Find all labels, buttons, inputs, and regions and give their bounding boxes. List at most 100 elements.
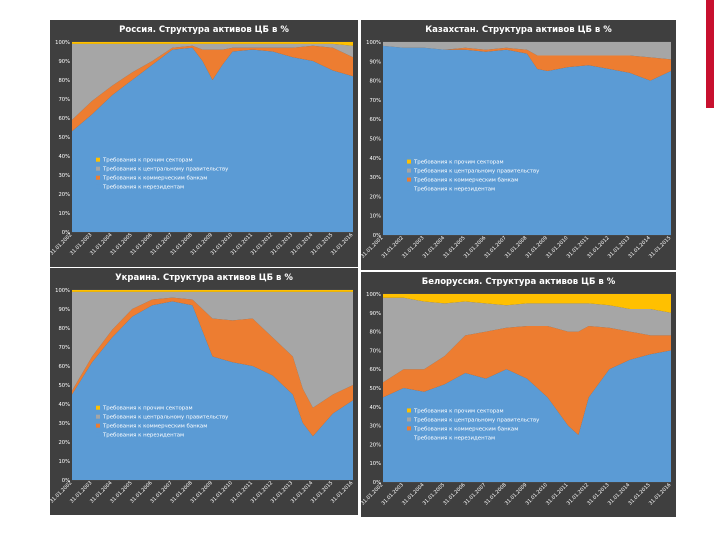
legend-swatch xyxy=(96,184,100,189)
chart-panel-ukraine: Украина. Структура активов ЦБ в % 0% 10% 20… xyxy=(50,268,358,515)
chart-svg: Белоруссия. Структура активов ЦБ в % 0% 10… xyxy=(361,277,672,507)
chart-svg: Украина. Структура активов ЦБ в % 0% 10% 20… xyxy=(50,273,354,505)
chart-svg: Россия. Структура активов ЦБ в % 0% 10% 20%… xyxy=(50,25,354,257)
y-tick-label: 60% xyxy=(58,364,70,370)
area-banks xyxy=(383,326,671,435)
chart-title: Украина. Структура активов ЦБ в % xyxy=(115,273,293,283)
y-tick-label: 10% xyxy=(58,459,70,465)
x-tick-label: 31.01.2015 xyxy=(648,235,672,259)
legend-label: Требования к прочим секторам xyxy=(413,160,504,166)
area-government xyxy=(383,297,671,383)
chart-panel-kazakhstan: Казахстан. Структура активов ЦБ в % 0% 10%… xyxy=(361,20,676,270)
legend-label: Требования к коммерческим банкам xyxy=(413,178,518,184)
legend-label: Требования к коммерческим банкам xyxy=(413,426,518,432)
area-nonresidents xyxy=(383,350,671,482)
slide-accent-bar xyxy=(706,0,714,108)
y-tick-label: 50% xyxy=(58,383,70,389)
legend-label: Требования к коммерческим банкам xyxy=(102,176,207,182)
legend-swatch xyxy=(407,408,411,413)
area-government xyxy=(383,42,671,60)
y-tick-label: 70% xyxy=(369,98,381,104)
legend-swatch xyxy=(407,417,411,422)
chart-title: Россия. Структура активов ЦБ в % xyxy=(119,25,289,35)
legend-label: Требования к прочим секторам xyxy=(102,406,193,412)
chart-title: Казахстан. Структура активов ЦБ в % xyxy=(425,25,612,35)
legend-label: Требования к нерезидентам xyxy=(102,433,184,439)
legend-swatch xyxy=(96,157,100,162)
y-tick-label: 60% xyxy=(369,367,381,373)
y-tick-label: 70% xyxy=(369,348,381,354)
x-tick-label: 31.01.2016 xyxy=(648,482,672,506)
y-tick-label: 90% xyxy=(58,307,70,313)
legend-label: Требования к центральному правительству xyxy=(102,167,229,173)
y-tick-label: 10% xyxy=(58,211,70,217)
y-tick-label: 0% xyxy=(62,478,70,484)
area-banks xyxy=(72,297,353,437)
area-nonresidents xyxy=(72,301,353,480)
legend-label: Требования к центральному правительству xyxy=(413,169,540,175)
y-tick-label: 80% xyxy=(369,330,381,336)
y-tick-label: 30% xyxy=(58,173,70,179)
chart-title: Белоруссия. Структура активов ЦБ в % xyxy=(422,277,616,287)
chart-panel-belarus: Белоруссия. Структура активов ЦБ в % 0% 10… xyxy=(361,272,676,517)
y-tick-label: 60% xyxy=(58,116,70,122)
area-banks xyxy=(383,45,671,81)
y-tick-label: 80% xyxy=(58,326,70,332)
y-tick-label: 20% xyxy=(58,440,70,446)
y-tick-label: 0% xyxy=(62,230,70,236)
legend-swatch xyxy=(407,177,411,182)
y-tick-label: 80% xyxy=(58,78,70,84)
area-nonresidents xyxy=(72,47,353,233)
y-tick-label: 30% xyxy=(369,424,381,430)
y-tick-label: 80% xyxy=(369,79,381,85)
y-tick-label: 50% xyxy=(369,137,381,143)
y-tick-label: 50% xyxy=(58,135,70,141)
y-tick-label: 40% xyxy=(58,402,70,408)
area-other-sectors xyxy=(72,290,353,292)
y-tick-label: 100% xyxy=(366,40,381,46)
area-government xyxy=(72,291,353,408)
legend-label: Требования к нерезидентам xyxy=(413,435,495,441)
legend-swatch xyxy=(96,166,100,171)
area-nonresidents xyxy=(383,45,671,236)
legend-swatch xyxy=(96,423,100,428)
legend-swatch xyxy=(407,159,411,164)
y-tick-label: 90% xyxy=(369,311,381,317)
legend-label: Требования к коммерческим банкам xyxy=(102,424,207,430)
y-tick-label: 40% xyxy=(369,156,381,162)
legend-swatch xyxy=(96,432,100,437)
y-tick-label: 100% xyxy=(55,288,70,294)
y-tick-label: 30% xyxy=(369,175,381,181)
y-tick-label: 30% xyxy=(58,421,70,427)
legend-label: Требования к прочим секторам xyxy=(102,158,193,164)
legend-swatch xyxy=(407,435,411,440)
y-tick-label: 40% xyxy=(58,154,70,160)
y-tick-label: 40% xyxy=(369,405,381,411)
y-tick-label: 0% xyxy=(373,233,381,239)
y-tick-label: 50% xyxy=(369,386,381,392)
y-tick-label: 60% xyxy=(369,117,381,123)
y-tick-label: 20% xyxy=(369,442,381,448)
legend-swatch xyxy=(407,168,411,173)
y-tick-label: 70% xyxy=(58,97,70,103)
chart-svg: Казахстан. Структура активов ЦБ в % 0% 10%… xyxy=(361,25,672,260)
y-tick-label: 20% xyxy=(58,192,70,198)
y-tick-label: 0% xyxy=(373,480,381,486)
legend-swatch xyxy=(407,186,411,191)
legend-swatch xyxy=(407,426,411,431)
area-banks xyxy=(72,45,353,132)
y-tick-label: 70% xyxy=(58,345,70,351)
legend-label: Требования к центральному правительству xyxy=(102,415,229,421)
y-tick-label: 100% xyxy=(55,40,70,46)
y-tick-label: 10% xyxy=(369,214,381,220)
area-government xyxy=(72,43,353,120)
y-tick-label: 100% xyxy=(366,292,381,298)
area-other-sectors xyxy=(383,294,671,313)
legend-label: Требования к центральному правительству xyxy=(413,417,540,423)
legend-label: Требования к прочим секторам xyxy=(413,408,504,414)
y-tick-label: 90% xyxy=(58,59,70,65)
y-tick-label: 20% xyxy=(369,194,381,200)
legend-swatch xyxy=(96,414,100,419)
chart-panel-russia: Россия. Структура активов ЦБ в % 0% 10% 20%… xyxy=(50,20,358,267)
legend-swatch xyxy=(96,405,100,410)
